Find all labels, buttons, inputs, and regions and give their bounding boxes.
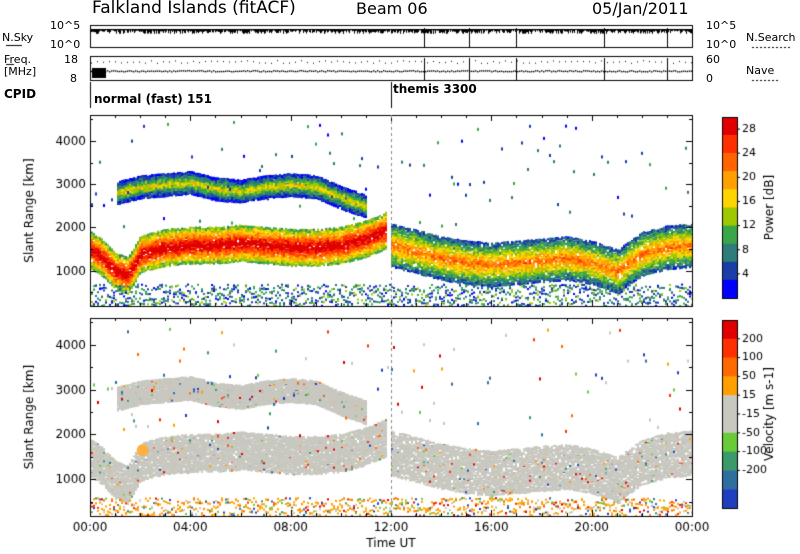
station-title: Falkland Islands (fitACF) [92,0,296,18]
nave-tick-bottom: 0 [706,72,713,85]
nsearch-tick-bottom: 10^0 [706,38,737,51]
nsky-label: N.Sky [2,31,34,44]
nave-tick-top: 60 [706,53,720,66]
freq-tick-bottom: 8 [70,72,77,85]
date-title: 05/Jan/2011 [592,0,689,18]
nsky-tick-top: 10^5 [50,19,81,32]
freq-tick-top: 18 [64,53,78,66]
nsearch-tick-top: 10^5 [706,19,737,32]
nave-label: Nave [746,64,775,77]
cpid-mode-normal: normal (fast) 151 [94,92,212,106]
nsearch-label: N.Search [746,31,796,44]
nsky-tick-bottom: 10^0 [50,38,81,51]
cpid-mode-themis: themis 3300 [393,82,477,96]
beam-title: Beam 06 [356,0,428,18]
freq-label: Freq. [4,53,32,66]
freq-unit: [MHz] [4,65,37,78]
cpid-label: CPID [4,87,37,101]
